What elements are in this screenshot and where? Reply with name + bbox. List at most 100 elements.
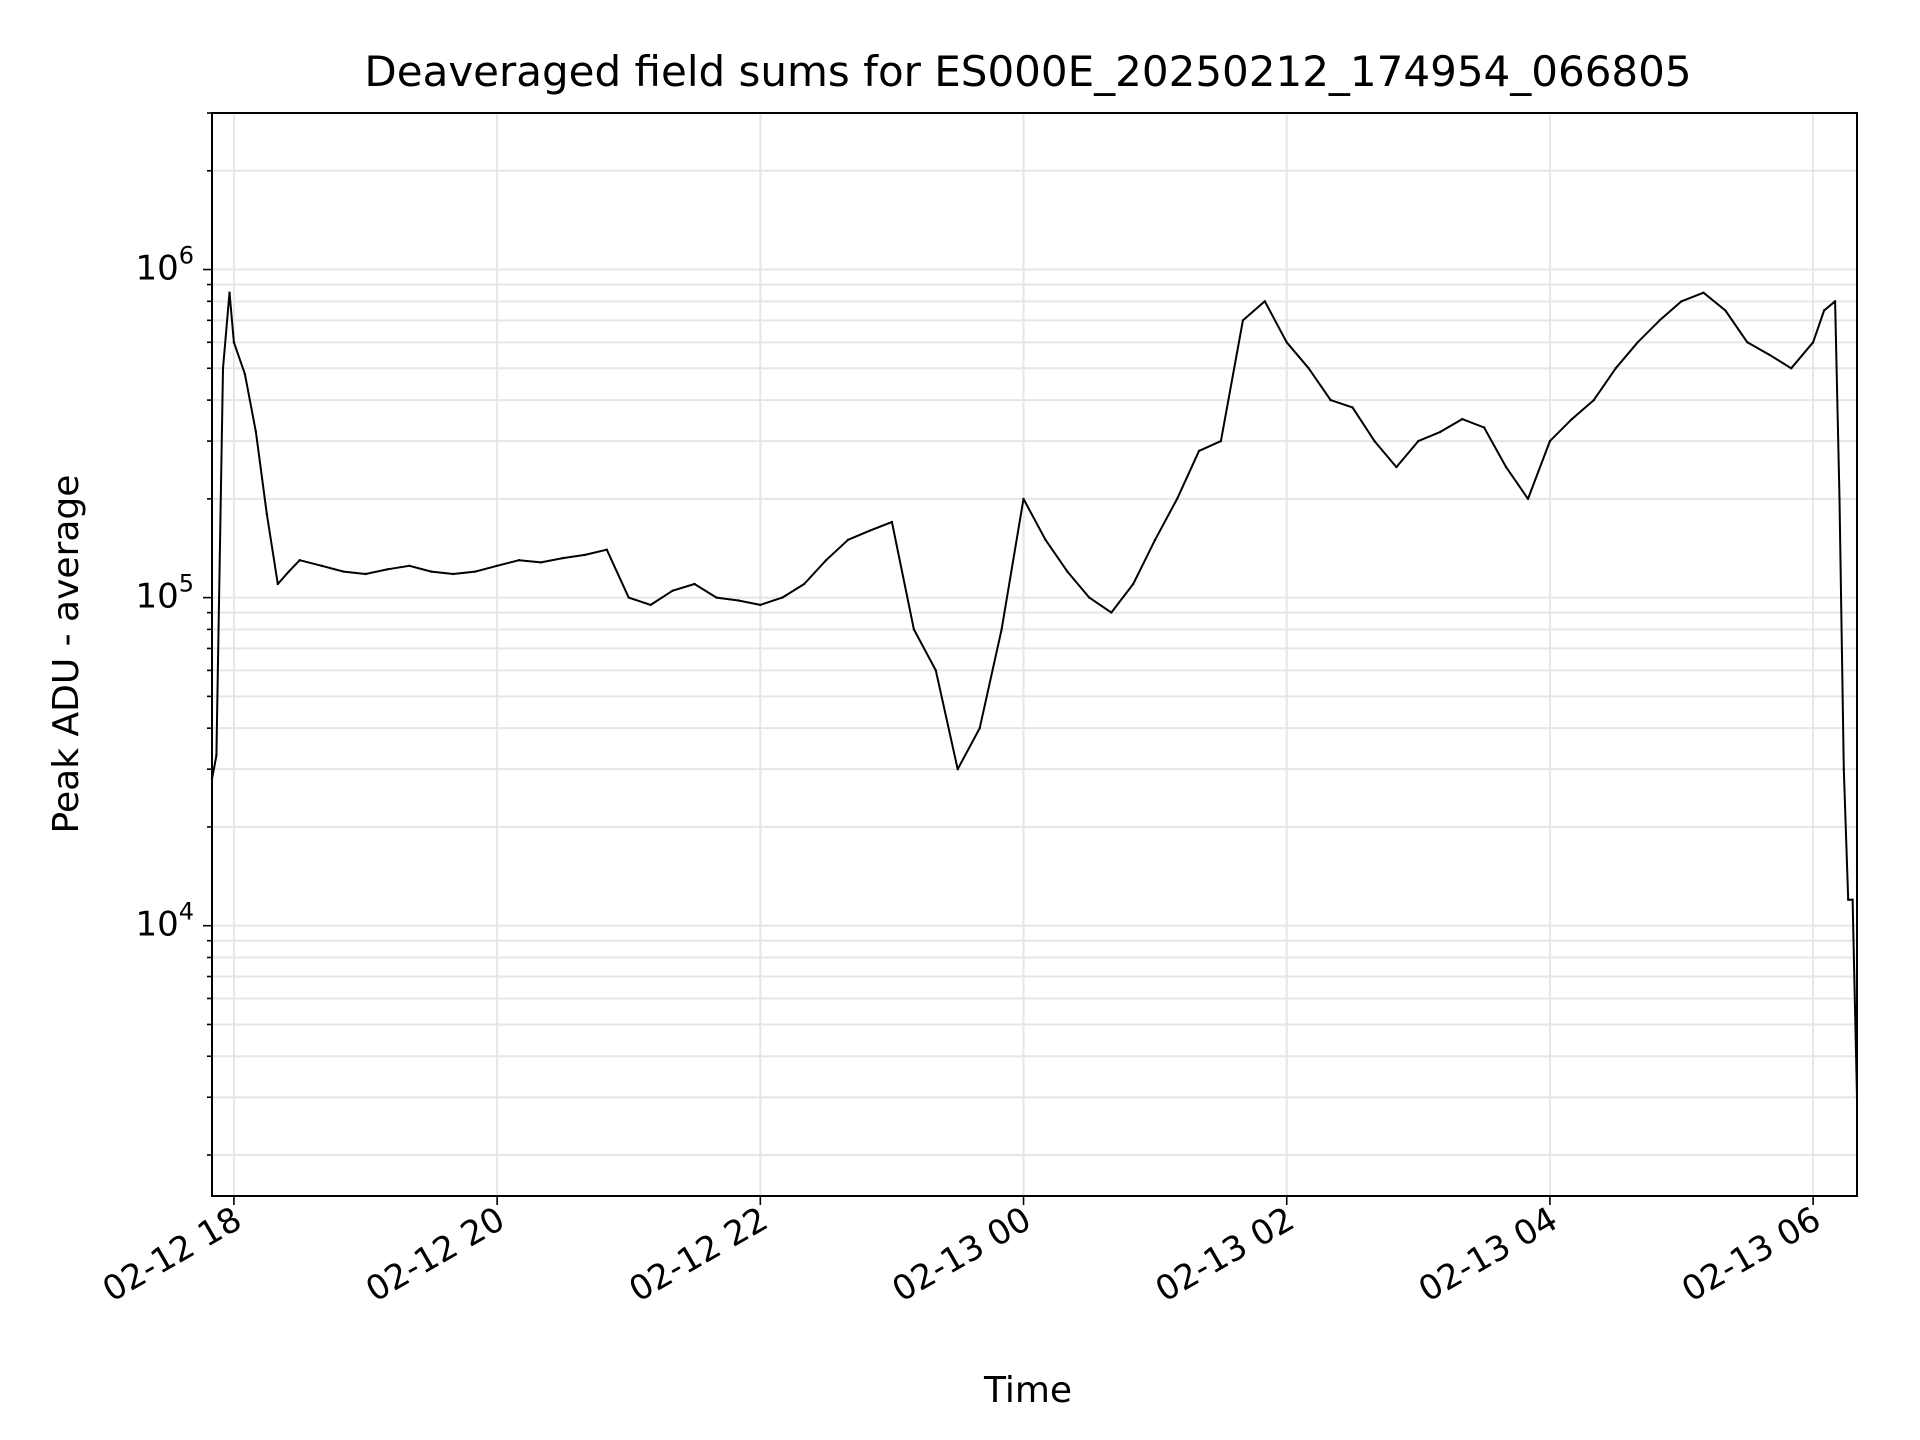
- data-point: [934, 669, 937, 672]
- data-point: [1219, 439, 1223, 443]
- data-point: [1822, 309, 1826, 312]
- data-point: [1066, 570, 1069, 573]
- plot-frame: [211, 112, 1858, 1197]
- data-point: [1307, 367, 1310, 370]
- data-point: [1790, 367, 1793, 370]
- data-point: [430, 570, 433, 573]
- data-point: [1636, 341, 1639, 344]
- data-point: [605, 548, 608, 551]
- data-point: [265, 512, 268, 516]
- data-point: [715, 596, 718, 599]
- data-point: [243, 372, 247, 376]
- data-point: [1847, 898, 1850, 901]
- data-point: [221, 367, 225, 370]
- data-point: [627, 596, 630, 599]
- data-point: [671, 589, 674, 592]
- data-point: [1044, 538, 1047, 541]
- data-point: [1461, 417, 1464, 421]
- data-point: [1746, 341, 1749, 344]
- data-point: [517, 559, 521, 562]
- data-point: [1395, 465, 1398, 469]
- y-tick-label: 104: [135, 898, 194, 945]
- data-point: [1110, 611, 1113, 614]
- data-point: [452, 572, 455, 576]
- data-point: [386, 568, 389, 571]
- data-point: [912, 628, 916, 631]
- data-point: [1833, 300, 1837, 303]
- data-point: [539, 561, 543, 564]
- data-point: [1000, 628, 1003, 631]
- data-point: [1197, 449, 1201, 453]
- y-tick-label-base: 10: [135, 249, 178, 289]
- data-point: [1526, 497, 1530, 501]
- x-axis-title: Time: [983, 1370, 1072, 1411]
- data-point: [1482, 426, 1486, 429]
- data-point: [1373, 439, 1376, 443]
- data-point: [846, 538, 850, 541]
- data-point: [824, 559, 828, 562]
- data-point: [1241, 319, 1245, 322]
- data-point: [1132, 582, 1135, 586]
- data-point: [737, 599, 740, 602]
- data-point: [228, 291, 231, 294]
- y-tick-label-exponent: 5: [179, 570, 194, 598]
- data-point: [868, 529, 872, 532]
- data-point: [1680, 300, 1683, 303]
- y-tick-label-exponent: 4: [179, 898, 194, 926]
- y-axis-title: Peak ADU - average: [46, 475, 87, 834]
- data-point: [1175, 497, 1179, 501]
- data-point: [1570, 417, 1574, 421]
- data-point: [1263, 300, 1267, 303]
- data-point: [276, 582, 279, 586]
- data-point: [759, 603, 762, 607]
- y-tick-label-exponent: 6: [179, 242, 194, 270]
- data-point: [583, 553, 587, 557]
- data-point: [693, 582, 696, 586]
- data-point: [1702, 291, 1705, 294]
- y-tick-label: 105: [135, 570, 194, 617]
- data-point: [1811, 341, 1815, 344]
- data-point: [287, 570, 290, 573]
- data-point: [978, 727, 981, 730]
- data-point: [342, 570, 345, 573]
- data-point: [1022, 497, 1025, 501]
- data-point: [254, 430, 258, 434]
- data-point: [1417, 439, 1420, 443]
- y-tick-label-base: 10: [135, 905, 178, 945]
- data-point: [1838, 497, 1841, 501]
- chart-title: Deaveraged field sums for ES000E_2025021…: [364, 47, 1691, 96]
- data-point: [649, 603, 652, 607]
- data-point: [232, 341, 236, 344]
- data-point: [320, 564, 323, 567]
- data-point: [1504, 465, 1508, 469]
- data-point: [1614, 367, 1617, 370]
- data-point: [956, 768, 959, 771]
- data-point: [1088, 596, 1091, 599]
- data-point: [1592, 398, 1596, 402]
- data-point: [1842, 768, 1846, 771]
- data-point: [890, 520, 894, 524]
- data-point: [1351, 406, 1354, 409]
- y-tick-label-base: 10: [135, 577, 178, 617]
- data-point: [408, 564, 411, 567]
- data-point: [561, 556, 565, 560]
- data-point: [474, 570, 477, 573]
- data-point: [364, 572, 367, 576]
- data-point: [1658, 319, 1661, 322]
- data-point: [1548, 439, 1552, 443]
- data-point: [1439, 430, 1442, 434]
- data-point: [1851, 898, 1854, 901]
- data-point: [298, 559, 301, 562]
- data-point: [1724, 309, 1727, 312]
- data-layer: [210, 291, 1859, 1099]
- data-point: [803, 582, 806, 586]
- data-point: [495, 564, 499, 567]
- data-point: [781, 596, 784, 599]
- data-point: [1153, 538, 1157, 541]
- data-point: [215, 754, 218, 757]
- y-tick-label: 106: [135, 242, 194, 289]
- data-point: [1285, 341, 1288, 344]
